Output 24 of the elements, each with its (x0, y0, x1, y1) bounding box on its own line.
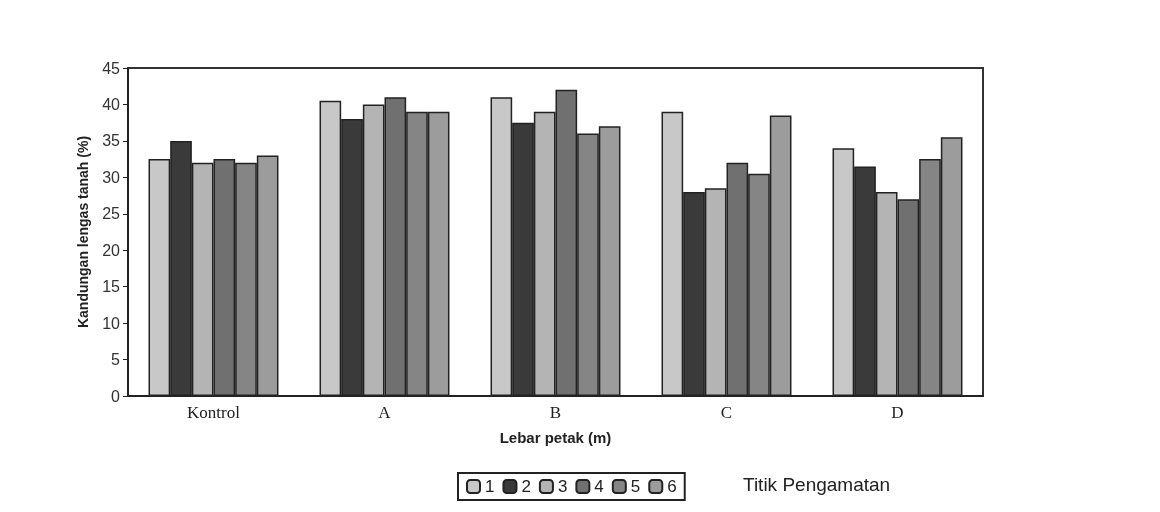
legend-label: 1 (485, 477, 495, 496)
y-tick-label: 30 (102, 168, 121, 186)
y-tick-label: 5 (111, 351, 121, 369)
x-tick-label: B (549, 403, 562, 422)
y-tick-label: 0 (111, 387, 121, 405)
x-axis-title: Lebar petak (m) (499, 429, 612, 446)
y-tick-label: 25 (102, 205, 121, 223)
y-tick-label: 15 (102, 278, 121, 296)
x-tick-label: A (378, 403, 392, 422)
legend-title: Titik Pengamatan (743, 474, 891, 495)
legend-label: 6 (667, 477, 677, 496)
y-tick-label: 20 (102, 241, 121, 259)
y-tick-label: 40 (102, 95, 121, 113)
legend-label: 2 (521, 477, 531, 496)
y-tick-label: 45 (102, 59, 121, 77)
x-tick-label: Kontrol (187, 403, 241, 422)
legend-label: 5 (630, 477, 641, 496)
x-tick-label: D (891, 403, 904, 422)
y-axis-title: Kandungan lengas tanah (%) (75, 135, 91, 329)
legend-label: 3 (557, 477, 568, 496)
x-tick-label: C (720, 403, 733, 422)
y-tick-label: 35 (102, 132, 121, 150)
y-tick-label: 10 (102, 314, 121, 332)
legend-label: 4 (594, 477, 604, 496)
